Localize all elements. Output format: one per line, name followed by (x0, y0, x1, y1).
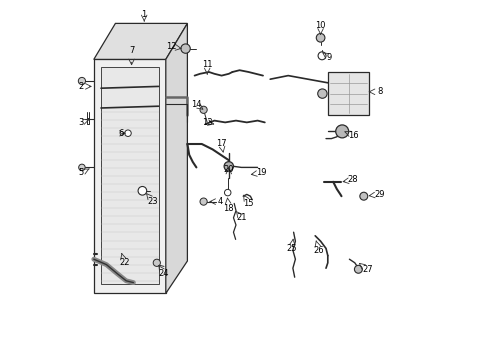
Text: 1: 1 (142, 10, 147, 19)
Text: 27: 27 (362, 266, 373, 274)
Text: 3: 3 (78, 118, 84, 127)
Circle shape (318, 52, 326, 60)
Circle shape (79, 164, 85, 171)
Polygon shape (94, 59, 166, 293)
Text: 11: 11 (202, 60, 213, 69)
Text: 24: 24 (159, 269, 169, 278)
Text: 26: 26 (314, 246, 324, 255)
Text: 15: 15 (244, 199, 254, 208)
Circle shape (200, 198, 207, 205)
Circle shape (316, 33, 325, 42)
Bar (328, 72, 369, 115)
Text: 10: 10 (316, 21, 326, 30)
Text: 4: 4 (217, 197, 222, 206)
Circle shape (78, 77, 86, 85)
Text: 8: 8 (377, 87, 383, 96)
Text: 7: 7 (129, 46, 134, 55)
Text: 20: 20 (223, 165, 234, 174)
Polygon shape (166, 23, 187, 293)
Text: 14: 14 (191, 100, 202, 109)
Circle shape (138, 186, 147, 195)
Text: 23: 23 (148, 197, 158, 206)
Text: 28: 28 (348, 175, 358, 184)
Circle shape (200, 106, 207, 113)
Circle shape (153, 259, 160, 266)
Text: 29: 29 (375, 190, 385, 199)
Text: 21: 21 (236, 213, 246, 222)
Circle shape (125, 130, 131, 136)
Text: 13: 13 (202, 118, 213, 127)
Text: 5: 5 (78, 168, 84, 177)
Circle shape (318, 89, 327, 98)
Text: 16: 16 (348, 130, 358, 139)
Polygon shape (101, 67, 159, 284)
Text: 9: 9 (327, 53, 332, 62)
Text: 17: 17 (216, 139, 227, 148)
Polygon shape (94, 23, 187, 59)
Circle shape (224, 189, 231, 196)
Circle shape (181, 44, 190, 53)
Circle shape (360, 192, 368, 200)
Text: 2: 2 (78, 82, 84, 91)
Text: 18: 18 (223, 204, 234, 213)
Text: 6: 6 (118, 129, 123, 138)
Text: 19: 19 (256, 168, 267, 177)
Circle shape (354, 265, 363, 273)
Text: 12: 12 (166, 42, 176, 51)
Text: 25: 25 (287, 244, 297, 253)
Circle shape (336, 125, 349, 138)
Circle shape (224, 162, 233, 171)
Text: 22: 22 (119, 258, 130, 267)
